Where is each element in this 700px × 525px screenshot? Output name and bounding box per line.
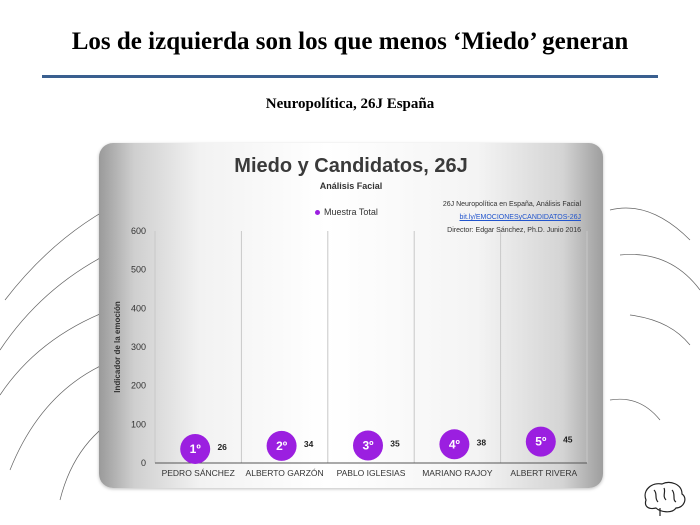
x-tick-label: PEDRO SÁNCHEZ bbox=[162, 468, 235, 478]
data-point-marker bbox=[353, 430, 383, 461]
y-tick-label: 300 bbox=[131, 342, 146, 352]
slide-subtitle: Neuropolítica, 26J España bbox=[265, 96, 435, 112]
x-tick-label: ALBERT RIVERA bbox=[510, 468, 577, 478]
credits-link[interactable]: bit.ly/EMOCIONESyCANDIDATOS-26J bbox=[459, 214, 582, 221]
y-tick-label: 200 bbox=[131, 381, 146, 391]
data-point-marker bbox=[266, 430, 297, 461]
y-tick-label: 100 bbox=[131, 419, 146, 429]
title-divider bbox=[42, 75, 658, 78]
y-tick-label: 400 bbox=[131, 303, 146, 313]
data-point-rank-label: 3º bbox=[362, 438, 374, 452]
chart-title: Miedo y Candidatos, 26J bbox=[234, 155, 468, 177]
data-point-marker bbox=[525, 426, 556, 457]
x-tick-label: PABLO IGLESIAS bbox=[337, 468, 406, 478]
credits-source: 26J Neuropolítica en España, Análisis Fa… bbox=[442, 201, 581, 208]
data-point-value-label: 35 bbox=[390, 438, 400, 448]
chart-panel: 0 100 200 300 400 500 600 Indicador de la emoci… bbox=[99, 143, 603, 488]
data-point-marker bbox=[439, 429, 470, 460]
brain-logo-icon bbox=[644, 481, 686, 516]
data-point-value-label: 45 bbox=[563, 435, 573, 445]
y-tick-label: 500 bbox=[131, 265, 146, 275]
data-point-rank-label: 2º bbox=[276, 439, 288, 453]
chart-legend: Muestra Total bbox=[315, 207, 378, 217]
chart-subtitle: Análisis Facial bbox=[319, 181, 383, 191]
legend-label: Muestra Total bbox=[324, 207, 378, 217]
data-point-rank-label: 5º bbox=[535, 435, 547, 449]
chart-plot: 0 100 200 300 400 500 600 Indicador de la emoci… bbox=[113, 226, 588, 478]
data-point-rank-label: 4º bbox=[449, 437, 461, 451]
y-tick-label: 600 bbox=[131, 226, 146, 236]
data-point-value-label: 38 bbox=[477, 437, 487, 447]
data-point-rank-label: 1º bbox=[190, 442, 202, 456]
y-axis-label: Indicador de la emoción bbox=[113, 301, 122, 393]
data-point-value-label: 26 bbox=[217, 442, 227, 452]
credits-director: Director: Edgar Sánchez, Ph.D. Junio 201… bbox=[447, 227, 581, 234]
x-tick-label: ALBERTO GARZÓN bbox=[246, 468, 324, 478]
data-point-marker bbox=[180, 433, 211, 464]
slide-title: Los de izquierda son los que menos ‘Mied… bbox=[71, 28, 629, 55]
y-tick-label: 0 bbox=[141, 458, 146, 468]
x-tick-label: MARIANO RAJOY bbox=[422, 468, 493, 478]
data-point-value-label: 34 bbox=[304, 439, 314, 449]
legend-marker-icon bbox=[315, 209, 320, 215]
chart-credits: 26J Neuropolítica en España, Análisis Fa… bbox=[443, 198, 581, 237]
